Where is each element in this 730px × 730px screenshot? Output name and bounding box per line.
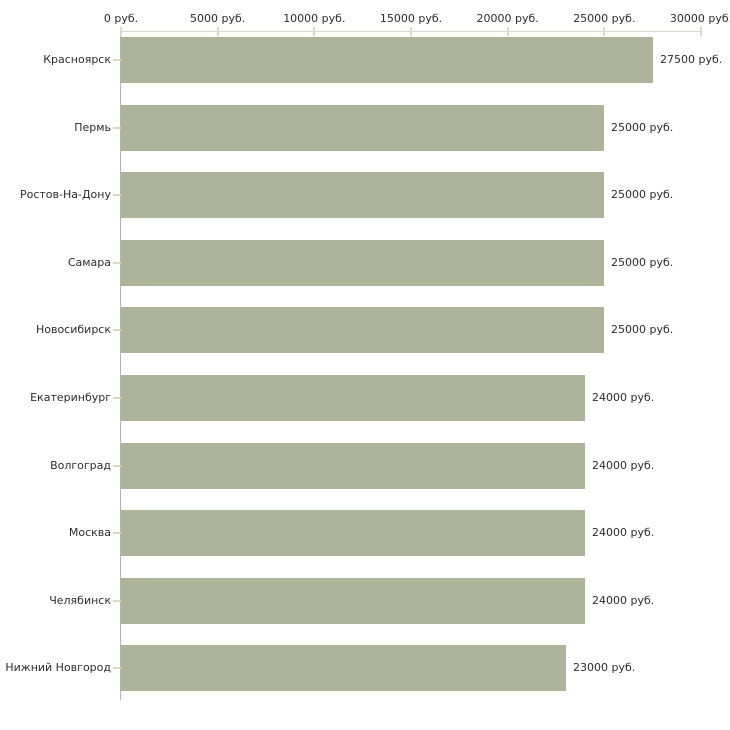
bar-value-label: 25000 руб. bbox=[611, 188, 674, 202]
bar bbox=[121, 307, 604, 353]
category-label: Пермь bbox=[74, 120, 111, 134]
x-axis-tick-label: 10000 руб. bbox=[283, 12, 346, 25]
bar bbox=[121, 105, 604, 151]
category-label: Челябинск bbox=[49, 593, 111, 607]
category-tick bbox=[113, 261, 121, 264]
x-axis-tick bbox=[603, 27, 606, 36]
x-axis-tick-label: 0 руб. bbox=[103, 12, 139, 25]
category-label: Екатеринбург bbox=[30, 391, 111, 404]
bar bbox=[121, 37, 653, 83]
x-axis-tick-label: 25000 руб. bbox=[573, 12, 636, 25]
y-axis-line bbox=[120, 31, 121, 700]
x-axis-tick bbox=[313, 27, 316, 36]
x-axis-tick bbox=[506, 27, 509, 36]
category-tick bbox=[113, 667, 121, 670]
bar bbox=[121, 375, 585, 421]
bar-value-label: 23000 руб. bbox=[573, 661, 636, 675]
category-tick bbox=[113, 599, 121, 602]
category-tick bbox=[113, 59, 121, 61]
category-tick bbox=[113, 194, 121, 197]
category-label: Новосибирск bbox=[35, 323, 111, 337]
x-axis-tick bbox=[120, 27, 122, 36]
bar-value-label: 24000 руб. bbox=[592, 526, 655, 540]
bar bbox=[121, 578, 585, 624]
bar-value-label: 24000 руб. bbox=[592, 458, 655, 472]
category-tick bbox=[113, 532, 121, 535]
category-label: Нижний Новгород bbox=[5, 661, 111, 675]
bar bbox=[121, 443, 585, 489]
category-tick bbox=[113, 397, 121, 399]
bar-value-label: 25000 руб. bbox=[611, 255, 674, 269]
x-axis-tick bbox=[216, 27, 219, 36]
bar-value-label: 24000 руб. bbox=[592, 391, 655, 404]
bar bbox=[121, 645, 566, 691]
x-axis-tick-label: 5000 руб. bbox=[190, 12, 246, 25]
x-axis-tick bbox=[700, 27, 702, 36]
x-axis-tick-label: 30000 руб. bbox=[669, 12, 730, 25]
category-label: Москва bbox=[68, 526, 111, 540]
bar bbox=[121, 240, 604, 286]
category-label: Самара bbox=[67, 255, 111, 269]
bar-value-label: 24000 руб. bbox=[592, 593, 655, 607]
category-tick bbox=[113, 464, 121, 467]
bar-value-label: 25000 руб. bbox=[611, 120, 674, 134]
category-label: Красноярск bbox=[43, 53, 111, 66]
x-axis-tick-label: 15000 руб. bbox=[379, 12, 443, 25]
x-axis-tick bbox=[410, 27, 412, 36]
bar bbox=[121, 172, 604, 218]
bar bbox=[121, 510, 585, 556]
x-axis-tick-label: 20000 руб. bbox=[476, 12, 539, 25]
category-tick bbox=[113, 126, 121, 129]
category-label: Волгоград bbox=[50, 458, 111, 472]
bar-value-label: 25000 руб. bbox=[611, 323, 674, 337]
category-tick bbox=[113, 329, 121, 332]
bar-value-label: 27500 руб. bbox=[660, 53, 723, 66]
category-label: Ростов-На-Дону bbox=[19, 188, 111, 202]
